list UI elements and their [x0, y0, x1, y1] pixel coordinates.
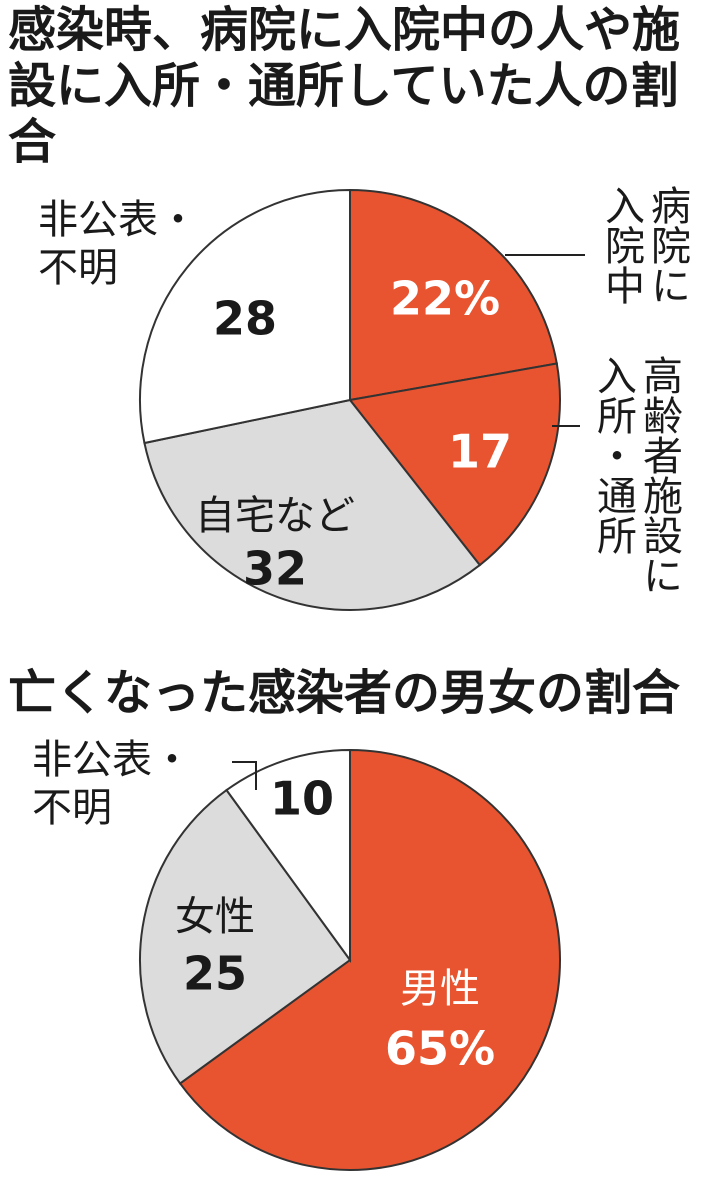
category-label: 病院に入院中 — [598, 185, 690, 305]
value-label: 22% — [390, 272, 500, 326]
pie-slice — [139, 188, 351, 445]
value-label: 17 — [448, 425, 512, 479]
pie-slice — [348, 362, 561, 567]
value-label: 65% — [385, 1022, 495, 1076]
value-label: 32 — [243, 542, 307, 596]
chart-title: 亡くなった感染者の男女の割合 — [8, 665, 681, 721]
pie-slice — [349, 188, 558, 402]
value-label: 28 — [213, 292, 277, 346]
pie-slice — [143, 398, 482, 611]
pie-slice — [178, 748, 561, 1171]
category-label: 男性 — [400, 966, 480, 1012]
category-label: 非公表・不明 — [32, 737, 192, 831]
pie-slice — [139, 788, 352, 1085]
category-label: 高齢者施設に入所・通所 — [590, 355, 682, 595]
category-label: 女性 — [175, 894, 255, 940]
category-label: 自宅など — [195, 493, 355, 539]
chart-title: 感染時、病院に入院中の人や施設に入所・通所していた人の割合 — [8, 2, 681, 170]
pie-slice — [225, 748, 351, 964]
value-label: 25 — [183, 947, 247, 1001]
leader-line — [232, 761, 257, 790]
value-label: 10 — [270, 772, 334, 826]
category-label: 非公表・不明 — [38, 197, 198, 291]
